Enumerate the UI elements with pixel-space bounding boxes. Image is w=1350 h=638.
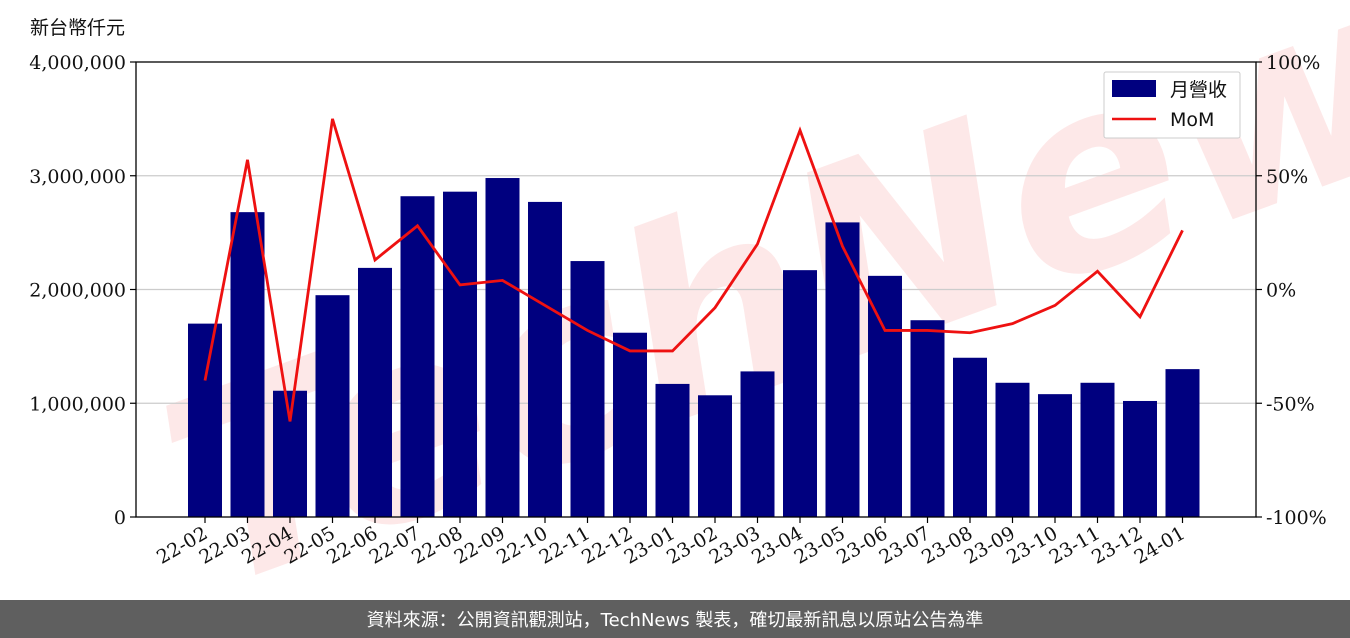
y-axis-ticks: 0 1,000,000 2,000,000 3,000,000 4,000,000: [29, 52, 136, 529]
bar-23-08: [953, 357, 987, 517]
y2-tick-label: -100%: [1266, 507, 1327, 529]
y-tick-label: 2,000,000: [29, 280, 126, 302]
y2-tick-label: 50%: [1266, 166, 1308, 188]
bar-23-01: [655, 383, 690, 517]
bar-23-11: [1080, 382, 1115, 517]
mom-line-series: [203, 118, 1184, 422]
bar-22-05: [315, 295, 350, 517]
bar-22-11: [570, 261, 605, 517]
y2-axis-ticks: -100% -50% 0% 50% 100%: [1256, 52, 1327, 529]
bar-24-01: [1165, 369, 1200, 517]
y-tick-label: 4,000,000: [29, 52, 126, 74]
legend-line-label: MoM: [1170, 109, 1214, 131]
mom-line: [203, 118, 1184, 422]
bar-22-04: [273, 390, 307, 517]
legend-bar-swatch: [1112, 80, 1156, 97]
bar-22-08: [443, 191, 477, 518]
y2-tick-label: 0%: [1266, 280, 1296, 302]
y-tick-label: 1,000,000: [29, 393, 126, 415]
y2-tick-label: -50%: [1266, 393, 1315, 415]
bar-23-10: [1038, 394, 1072, 517]
legend: 月營收 MoM: [1103, 71, 1241, 139]
bar-23-07: [910, 320, 945, 517]
y-axis-label: 新台幣仟元: [30, 17, 125, 39]
legend-bar-label: 月營收: [1170, 79, 1227, 101]
bar-22-02: [188, 323, 222, 517]
source-footer: 資料來源：公開資訊觀測站，TechNews 製表，確切最新訊息以原站公告為準: [0, 600, 1350, 638]
bar-23-12: [1123, 400, 1157, 517]
bar-22-09: [485, 178, 520, 517]
y-tick-label: 3,000,000: [29, 166, 126, 188]
bar-22-10: [528, 201, 562, 517]
footer-text: 資料來源：公開資訊觀測站，TechNews 製表，確切最新訊息以原站公告為準: [366, 610, 984, 631]
bar-23-09: [995, 382, 1030, 517]
y2-tick-label: 100%: [1266, 52, 1320, 74]
bar-23-04: [783, 270, 817, 517]
bar-22-12: [613, 332, 647, 517]
revenue-chart: TechNews 01,000,0002,000,0003,000,0004,0…: [29, 0, 1350, 600]
bar-22-06: [358, 267, 392, 517]
bar-23-06: [868, 275, 902, 517]
bar-23-03: [740, 371, 775, 517]
bar-22-07: [400, 196, 435, 517]
bar-23-02: [698, 395, 732, 517]
bar-23-05: [825, 222, 860, 517]
bar-22-03: [230, 212, 265, 517]
bar-series: [188, 178, 1200, 518]
y-tick-label: 0: [114, 507, 126, 529]
